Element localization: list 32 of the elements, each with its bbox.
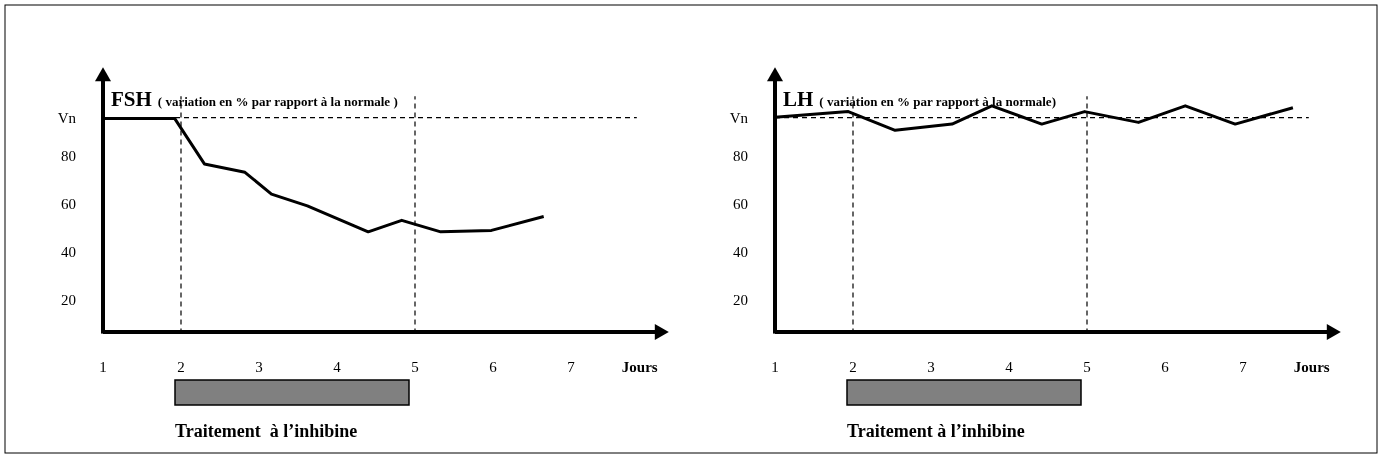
x-axis-title: Jours bbox=[621, 359, 658, 375]
y-tick-label: 40 bbox=[733, 244, 748, 260]
x-tick-label: 5 bbox=[411, 359, 419, 375]
x-tick-label: 3 bbox=[255, 359, 263, 375]
x-tick-label: 7 bbox=[1239, 359, 1248, 375]
y-tick-label: 80 bbox=[733, 148, 748, 164]
x-tick-label: 2 bbox=[849, 359, 857, 375]
y-tick-label: 40 bbox=[61, 244, 76, 260]
x-tick-label: 6 bbox=[1161, 359, 1170, 375]
x-tick-label: 1 bbox=[771, 359, 779, 375]
chart-title: FSH bbox=[111, 87, 152, 111]
y-tick-label: 20 bbox=[733, 292, 748, 308]
y-tick-label: 60 bbox=[61, 196, 76, 212]
text: ( variation en % par rapport à la normale) bbox=[819, 94, 1056, 109]
x-tick-label: 6 bbox=[489, 359, 498, 375]
y-tick-label: 80 bbox=[61, 148, 76, 164]
x-tick-label: 4 bbox=[333, 359, 342, 375]
y-tick-label: 20 bbox=[61, 292, 76, 308]
x-tick-label: 3 bbox=[927, 359, 935, 375]
x-tick-label: 5 bbox=[1083, 359, 1091, 375]
x-axis-title: Jours bbox=[1293, 359, 1330, 375]
y-tick-label: 60 bbox=[733, 196, 748, 212]
text: Traitement à l’inhibine bbox=[847, 421, 1025, 441]
x-tick-label: 4 bbox=[1005, 359, 1014, 375]
chart-title: LH bbox=[783, 87, 814, 111]
x-tick-label: 2 bbox=[177, 359, 185, 375]
x-tick-label: 1 bbox=[99, 359, 107, 375]
text: Traitement à l’inhibine bbox=[175, 421, 358, 441]
text: ( variation en % par rapport à la normale ) bbox=[157, 94, 398, 109]
x-tick-label: 7 bbox=[567, 359, 576, 375]
y-tick-label: Vn bbox=[57, 109, 77, 126]
y-tick-label: Vn bbox=[729, 109, 749, 126]
